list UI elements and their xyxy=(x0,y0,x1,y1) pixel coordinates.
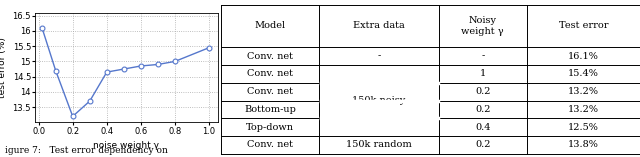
Y-axis label: test error (%): test error (%) xyxy=(0,37,7,98)
Text: 0.2: 0.2 xyxy=(475,105,490,114)
Text: 0.4: 0.4 xyxy=(475,123,490,132)
Text: 16.1%: 16.1% xyxy=(568,52,599,61)
Text: 15.4%: 15.4% xyxy=(568,69,599,78)
Text: -: - xyxy=(378,52,381,61)
Text: Bottom-up: Bottom-up xyxy=(244,105,296,114)
Text: Conv. net: Conv. net xyxy=(247,87,293,96)
X-axis label: noise weight γ: noise weight γ xyxy=(93,141,159,150)
Text: -: - xyxy=(481,52,484,61)
Text: 1: 1 xyxy=(479,69,486,78)
Text: 13.8%: 13.8% xyxy=(568,141,599,149)
Text: Conv. net: Conv. net xyxy=(247,52,293,61)
Text: Conv. net: Conv. net xyxy=(247,69,293,78)
Text: 12.5%: 12.5% xyxy=(568,123,599,132)
Text: 0.2: 0.2 xyxy=(475,141,490,149)
Text: 13.2%: 13.2% xyxy=(568,105,599,114)
Text: Conv. net: Conv. net xyxy=(247,141,293,149)
Text: igure 7:   Test error dependency on: igure 7: Test error dependency on xyxy=(5,146,168,155)
Text: Noisy
weight γ: Noisy weight γ xyxy=(461,16,504,36)
Text: 13.2%: 13.2% xyxy=(568,87,599,96)
Text: Extra data: Extra data xyxy=(353,22,405,30)
Text: 0.2: 0.2 xyxy=(475,87,490,96)
Text: 150k random: 150k random xyxy=(346,141,412,149)
Text: Model: Model xyxy=(255,22,285,30)
Text: Top-down: Top-down xyxy=(246,123,294,132)
Text: Test error: Test error xyxy=(559,22,608,30)
Text: 150k noisy: 150k noisy xyxy=(353,96,406,105)
